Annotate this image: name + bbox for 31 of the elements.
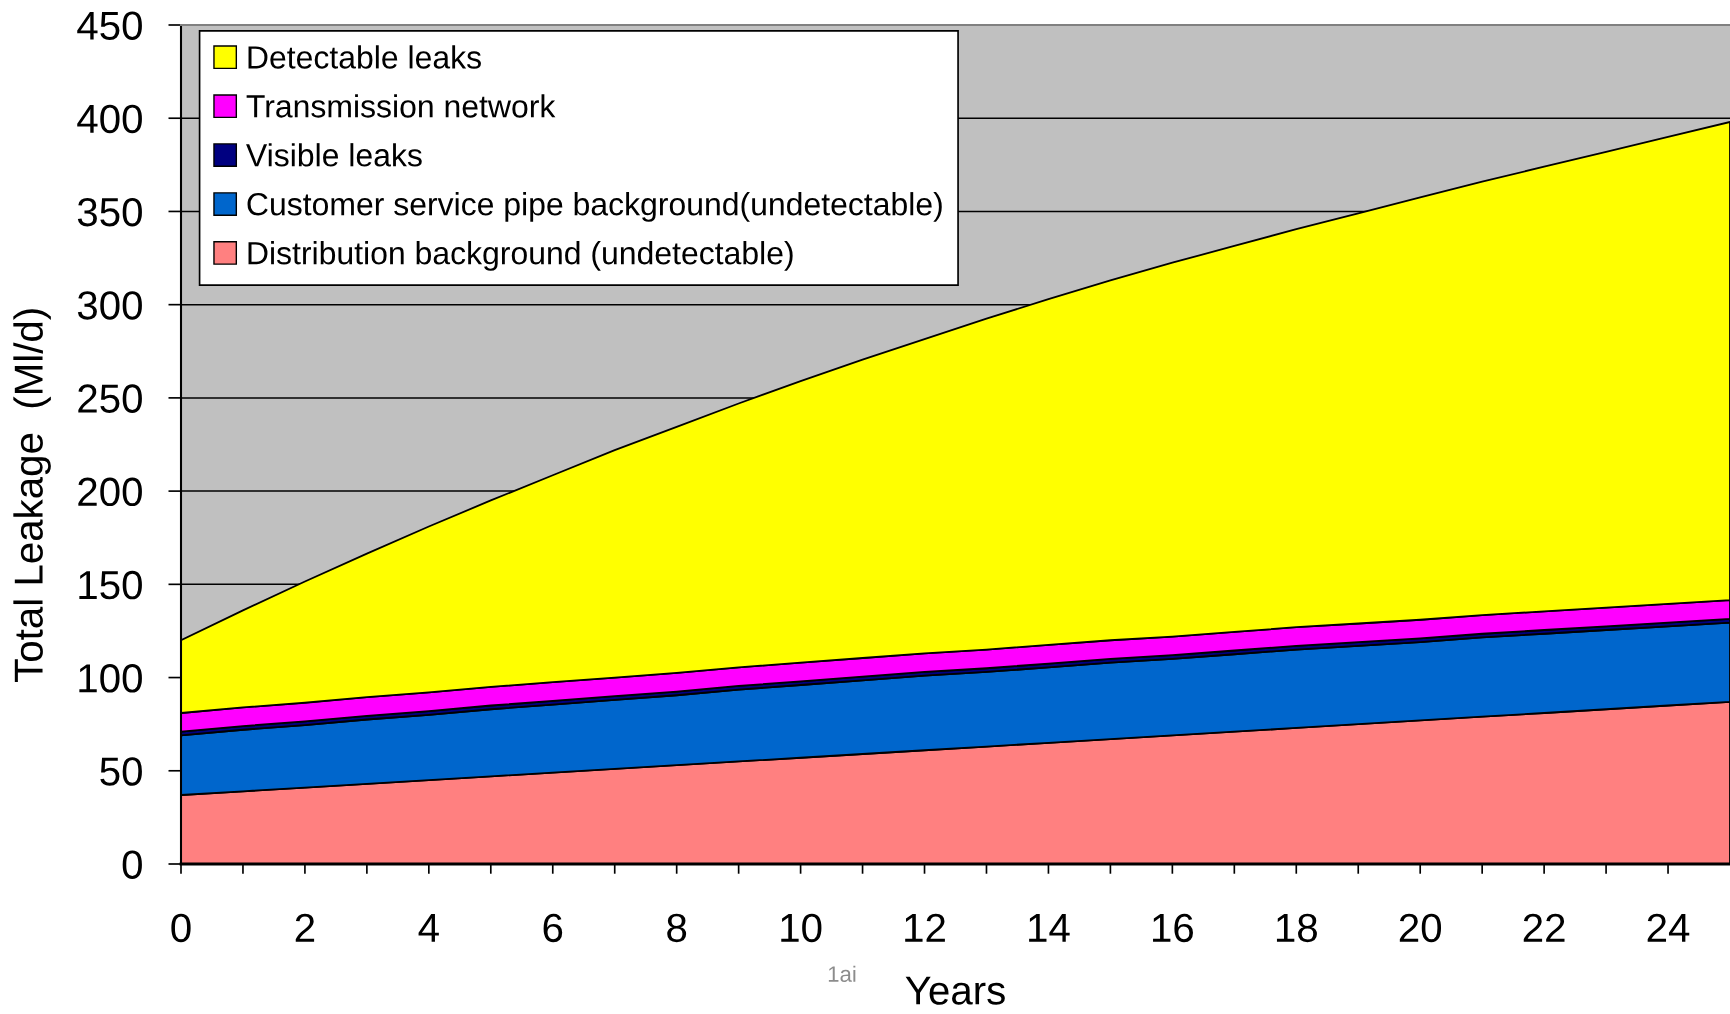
y-tick-label: 150: [79, 570, 142, 600]
y-tick-label: 300: [77, 291, 142, 320]
x-tick-label: 8: [667, 913, 687, 943]
y-tick-label: 350: [77, 197, 142, 227]
x-axis-title: Years: [905, 976, 1005, 1005]
y-tick-label: 200: [78, 477, 142, 507]
x-tick-label: 10: [781, 913, 822, 943]
y-tick-label: 0: [122, 850, 142, 879]
legend-label: Distribution background (undetectable): [248, 241, 793, 271]
text: 1ai: [828, 965, 856, 982]
legend-label: Detectable leaks: [248, 45, 481, 69]
x-tick-label: 24: [1647, 913, 1690, 942]
x-tick-label: 0: [171, 913, 191, 943]
y-tick-label: 100: [79, 664, 142, 693]
x-tick-label: 14: [1029, 914, 1070, 942]
legend-label: Transmission network: [246, 94, 556, 118]
y-tick-label: 450: [77, 11, 142, 40]
x-tick-label: 22: [1523, 913, 1565, 942]
y-tick-label: 50: [100, 757, 142, 786]
y-tick-label: 400: [77, 104, 142, 134]
y-tick-label: 250: [78, 384, 142, 413]
x-tick-label: 18: [1276, 913, 1317, 943]
x-tick-label: 4: [418, 914, 439, 942]
legend-label: Customer service pipe background(undetectable): [247, 192, 942, 222]
x-tick-label: 16: [1153, 913, 1193, 943]
x-tick-label: 6: [543, 913, 563, 943]
x-tick-label: 12: [905, 913, 945, 942]
x-tick-label: 20: [1399, 913, 1442, 943]
legend-label: Visible leaks: [246, 143, 422, 167]
x-tick-label: 2: [295, 913, 315, 942]
y-axis-title: Total Leakage (Ml/d): [13, 309, 51, 682]
